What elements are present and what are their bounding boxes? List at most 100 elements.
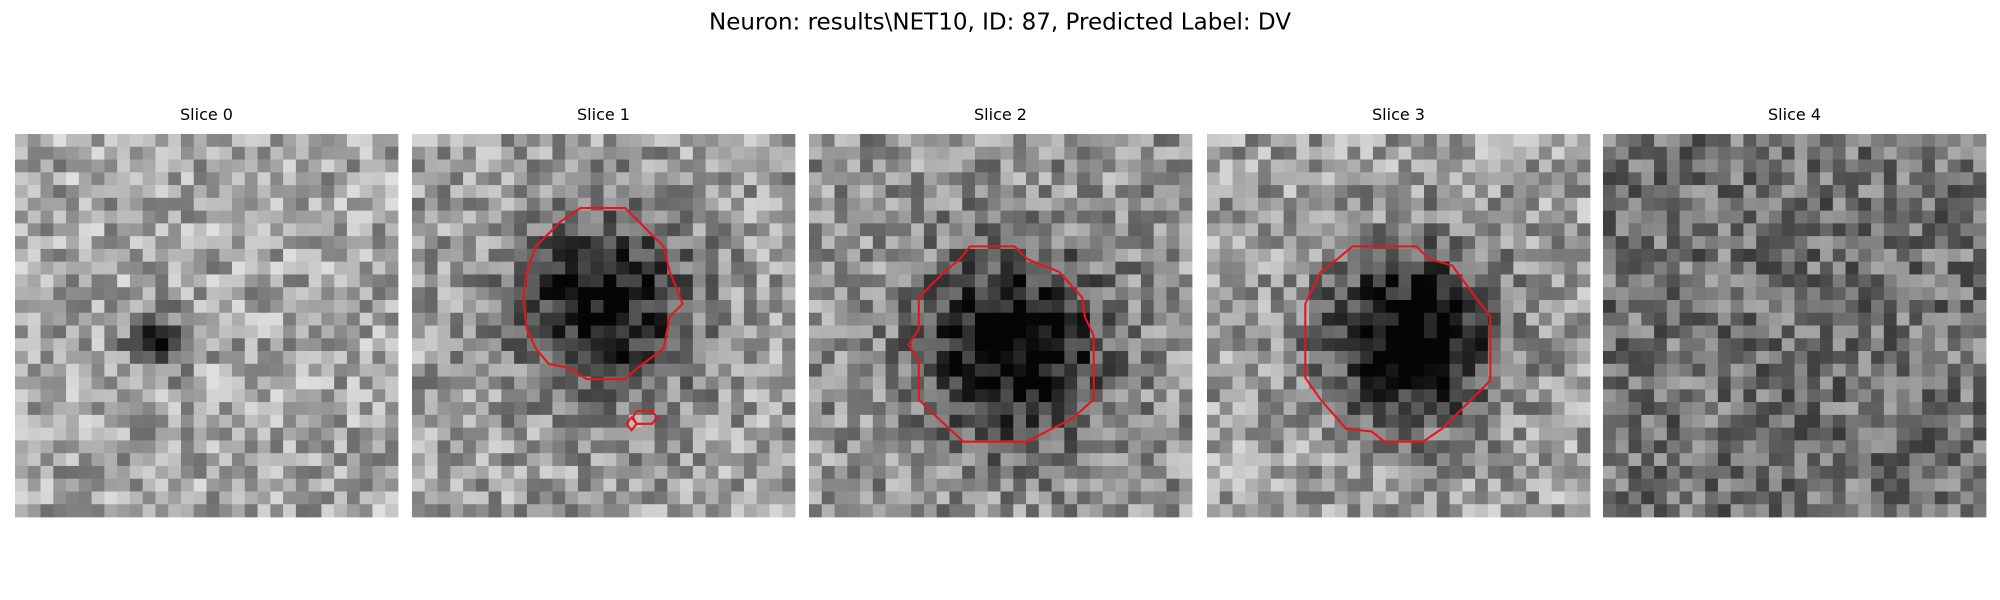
pixel [1166,504,1180,518]
pixel [1615,491,1629,505]
pixel [1538,197,1553,211]
pixel [1896,210,1910,224]
pixel [359,504,373,518]
pixel [1051,261,1065,275]
pixel [514,248,528,263]
pixel [1858,402,1872,416]
pixel [155,376,169,390]
pixel [1666,478,1680,492]
pixel [424,185,438,199]
pixel [1334,491,1348,505]
pixel [1321,453,1336,467]
pixel [962,287,976,301]
pixel [834,185,848,199]
pixel [1475,453,1489,467]
pixel [1871,312,1885,326]
pixel [1768,465,1783,480]
pixel [1449,427,1463,441]
pixel [1013,299,1027,314]
pixel [1603,223,1617,237]
pixel [1179,299,1193,314]
pixel [283,325,297,339]
pixel [603,440,617,454]
pixel [1462,338,1476,352]
pixel [155,223,169,237]
pixel [769,440,783,454]
pixel [692,414,707,429]
pixel [359,287,373,301]
pixel [1526,223,1540,237]
pixel [552,376,566,390]
pixel [1424,338,1438,352]
pixel [1115,274,1129,288]
pixel [552,325,566,339]
pixel [1960,185,1974,199]
pixel [705,389,719,403]
pixel [1628,376,1642,390]
pixel [1411,504,1425,518]
pixel [1743,351,1757,365]
pixel [15,312,29,326]
pixel [1270,338,1284,352]
pixel [372,414,386,429]
pixel [155,453,169,467]
pixel [142,236,156,250]
pixel [641,363,655,377]
pixel [1321,261,1336,275]
pixel [1500,185,1514,199]
pixel [385,146,399,160]
pixel [1730,274,1744,288]
pixel [1500,210,1514,224]
pixel [15,325,29,339]
pixel [424,325,438,339]
pixel [743,491,758,505]
pixel [1577,261,1591,275]
pixel [1309,159,1323,173]
pixel [346,223,361,237]
pixel [334,338,348,352]
pixel [1296,134,1310,148]
pixel [488,402,502,416]
pixel [66,172,80,186]
pixel [206,185,220,199]
pixel [1730,402,1744,416]
pixel [232,274,246,288]
pixel [1321,504,1336,518]
pixel [475,172,489,186]
pixel [1424,363,1438,377]
pixel [680,172,694,186]
pixel [1513,159,1527,173]
pixel [1538,223,1553,237]
pixel [936,299,950,314]
pixel [898,185,912,199]
pixel [232,299,246,314]
pixel [911,402,925,416]
pixel [885,197,899,211]
pixel [898,376,912,390]
pixel [1794,402,1808,416]
pixel [1296,491,1310,505]
pixel [1436,453,1450,467]
pixel [1909,478,1923,492]
pixel [577,312,592,326]
pixel [1051,325,1065,339]
pixel [1245,210,1259,224]
pixel [629,325,643,339]
pixel [168,427,182,441]
pixel [1436,504,1450,518]
pixel [1000,504,1014,518]
pixel [936,363,950,377]
pixel [782,210,796,224]
pixel [1462,185,1476,199]
pixel [1628,223,1642,237]
pixel [923,351,938,365]
pixel [1321,312,1336,326]
pixel [1794,504,1808,518]
pixel [321,376,335,390]
pixel [1500,427,1514,441]
pixel [244,325,258,339]
pixel [1219,210,1233,224]
pixel [1000,338,1014,352]
pixel [987,248,1001,263]
pixel [1258,351,1272,365]
